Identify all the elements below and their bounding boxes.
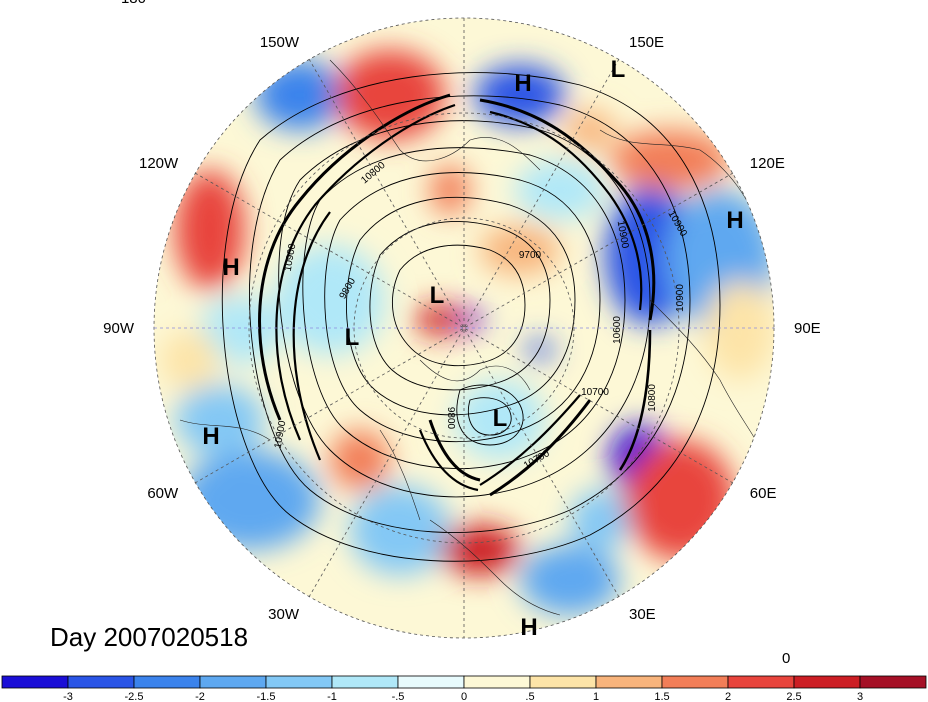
colorbar-swatch: [529, 675, 597, 689]
colorbar-tick-label: .5: [525, 691, 534, 702]
colorbar-swatch: [793, 675, 861, 689]
longitude-label: 150W: [260, 34, 300, 51]
longitude-label: 60W: [147, 485, 179, 502]
colorbar-tick-label: -1.5: [257, 691, 276, 702]
pressure-centers: H L H H L L L H H: [202, 56, 743, 641]
low-pressure-marker: L: [430, 282, 445, 309]
colorbar-tick-label: -3: [63, 691, 73, 702]
colorbar-swatch: [463, 675, 531, 689]
contour-label: 10900: [675, 284, 686, 312]
longitude-label: 90E: [794, 320, 821, 337]
contour-label: 10900: [615, 220, 631, 250]
contour-label: 10600: [612, 316, 623, 344]
longitude-label: 120W: [139, 155, 179, 172]
height-contours: [221, 72, 721, 562]
colorbar-tick-label: 1: [593, 691, 599, 702]
colorbar-tick-label: -.5: [392, 691, 405, 702]
high-pressure-marker: H: [520, 614, 537, 641]
high-pressure-marker: H: [222, 254, 239, 281]
colorbar-swatch: [859, 675, 927, 689]
low-pressure-marker: L: [611, 56, 626, 83]
longitude-label: 30E: [629, 606, 656, 623]
colorbar-tick-label: -2.5: [125, 691, 144, 702]
contour-label: 9800: [445, 407, 456, 430]
high-pressure-marker: H: [726, 207, 743, 234]
longitude-label: 30W: [268, 606, 300, 623]
longitude-labels: 90E 60E 30E 0 30W 60W 90W 120W 150W 180 150E 120E: [103, 0, 821, 667]
high-pressure-marker: H: [202, 423, 219, 450]
colorbar-swatch: [331, 675, 399, 689]
contour-label: 10900: [283, 242, 299, 272]
colorbar-tick-label: 2.5: [786, 691, 801, 702]
day-label: Day 2007020518: [50, 622, 248, 652]
colorbar-swatch: [199, 675, 267, 689]
colorbar-swatch: [397, 675, 465, 689]
colorbar-tick-label: -1: [327, 691, 337, 702]
high-pressure-marker: H: [514, 70, 531, 97]
colorbar: -3 -2.5 -2 -1.5 -1 -.5 0 .5 1 1.5 2 2.5 3: [1, 675, 927, 702]
colorbar-tick-label: 1.5: [654, 691, 669, 702]
longitude-label: 180: [121, 0, 146, 7]
longitude-label: 90W: [103, 320, 135, 337]
longitude-label: 150E: [629, 34, 664, 51]
colorbar-swatch: [727, 675, 795, 689]
longitude-label: 60E: [750, 485, 777, 502]
low-pressure-marker: L: [345, 324, 360, 351]
colorbar-swatch: [661, 675, 729, 689]
contour-label: 10700: [581, 387, 609, 398]
colorbar-swatch: [67, 675, 135, 689]
colorbar-swatch: [265, 675, 333, 689]
contour-label: 10800: [647, 384, 658, 412]
colorbar-swatch: [133, 675, 201, 689]
colorbar-swatch: [1, 675, 69, 689]
colorbar-tick-label: -2: [195, 691, 205, 702]
graticule: [153, 17, 775, 639]
contour-label: 9700: [519, 250, 542, 261]
contour-label: 10900: [273, 419, 289, 449]
longitude-label: 0: [782, 650, 790, 667]
colorbar-tick-label: 3: [857, 691, 863, 702]
longitude-label: 120E: [750, 155, 785, 172]
colorbar-tick-label: 0: [461, 691, 467, 702]
low-pressure-marker: L: [493, 405, 508, 432]
colorbar-swatch: [595, 675, 663, 689]
colorbar-tick-label: 2: [725, 691, 731, 702]
